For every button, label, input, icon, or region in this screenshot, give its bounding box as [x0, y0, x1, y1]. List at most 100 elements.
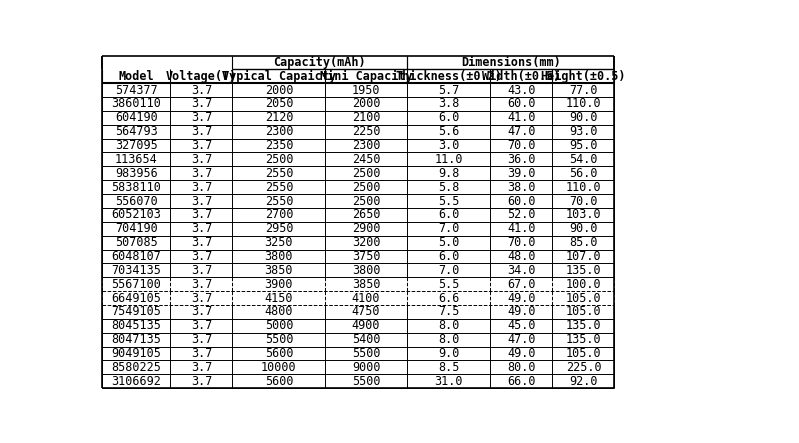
Text: 9.8: 9.8 [438, 167, 459, 180]
Text: 7.5: 7.5 [438, 305, 459, 319]
Text: 8.0: 8.0 [438, 319, 459, 332]
Text: 5500: 5500 [352, 375, 380, 388]
Text: 3.7: 3.7 [191, 361, 212, 374]
Text: 103.0: 103.0 [566, 208, 602, 222]
Text: 3.8: 3.8 [438, 97, 459, 110]
Text: Dimensions(mm): Dimensions(mm) [461, 56, 561, 69]
Text: 8.0: 8.0 [438, 333, 459, 346]
Text: 5.5: 5.5 [438, 278, 459, 291]
Text: 5400: 5400 [352, 333, 380, 346]
Text: 47.0: 47.0 [507, 125, 535, 138]
Text: 93.0: 93.0 [569, 125, 598, 138]
Text: 113654: 113654 [115, 153, 157, 166]
Text: Thickness(±0.2): Thickness(±0.2) [396, 70, 502, 83]
Text: 2120: 2120 [264, 111, 293, 124]
Text: 56.0: 56.0 [569, 167, 598, 180]
Text: 2950: 2950 [264, 222, 293, 235]
Text: 5500: 5500 [352, 347, 380, 360]
Text: 1950: 1950 [352, 84, 380, 97]
Text: 2550: 2550 [264, 167, 293, 180]
Text: 77.0: 77.0 [569, 84, 598, 97]
Text: 2250: 2250 [352, 125, 380, 138]
Text: 2900: 2900 [352, 222, 380, 235]
Text: 6649105: 6649105 [111, 291, 161, 304]
Text: 2500: 2500 [264, 153, 293, 166]
Text: 43.0: 43.0 [507, 84, 535, 97]
Text: 38.0: 38.0 [507, 181, 535, 194]
Text: 3.7: 3.7 [191, 111, 212, 124]
Text: 5500: 5500 [264, 333, 293, 346]
Text: 70.0: 70.0 [569, 194, 598, 207]
Text: 2700: 2700 [264, 208, 293, 222]
Text: 3250: 3250 [264, 236, 293, 249]
Text: 5.8: 5.8 [438, 181, 459, 194]
Text: 5838110: 5838110 [111, 181, 161, 194]
Text: 41.0: 41.0 [507, 111, 535, 124]
Text: 70.0: 70.0 [507, 236, 535, 249]
Text: 3.7: 3.7 [191, 153, 212, 166]
Text: 54.0: 54.0 [569, 153, 598, 166]
Text: 39.0: 39.0 [507, 167, 535, 180]
Text: 3.7: 3.7 [191, 208, 212, 222]
Text: 48.0: 48.0 [507, 250, 535, 263]
Text: 31.0: 31.0 [435, 375, 463, 388]
Text: 507085: 507085 [115, 236, 157, 249]
Text: 2450: 2450 [352, 153, 380, 166]
Text: 3.7: 3.7 [191, 222, 212, 235]
Text: 2550: 2550 [264, 181, 293, 194]
Text: 3200: 3200 [352, 236, 380, 249]
Text: 3.7: 3.7 [191, 305, 212, 319]
Text: 6.0: 6.0 [438, 111, 459, 124]
Text: 5.5: 5.5 [438, 194, 459, 207]
Text: 8580225: 8580225 [111, 361, 161, 374]
Text: Typical Capaicty: Typical Capaicty [222, 70, 336, 83]
Text: 110.0: 110.0 [566, 181, 602, 194]
Text: 5.6: 5.6 [438, 125, 459, 138]
Text: 3850: 3850 [352, 278, 380, 291]
Text: 9000: 9000 [352, 361, 380, 374]
Text: 2650: 2650 [352, 208, 380, 222]
Text: 4150: 4150 [264, 291, 293, 304]
Text: 3.7: 3.7 [191, 250, 212, 263]
Text: 3.7: 3.7 [191, 278, 212, 291]
Text: 2500: 2500 [352, 194, 380, 207]
Text: 2000: 2000 [352, 97, 380, 110]
Text: 60.0: 60.0 [507, 194, 535, 207]
Text: 5567100: 5567100 [111, 278, 161, 291]
Text: 7034135: 7034135 [111, 264, 161, 277]
Text: 3.7: 3.7 [191, 264, 212, 277]
Text: 41.0: 41.0 [507, 222, 535, 235]
Text: 36.0: 36.0 [507, 153, 535, 166]
Text: 3.7: 3.7 [191, 97, 212, 110]
Text: 60.0: 60.0 [507, 97, 535, 110]
Text: 327095: 327095 [115, 139, 157, 152]
Text: 3860110: 3860110 [111, 97, 161, 110]
Text: 49.0: 49.0 [507, 305, 535, 319]
Text: 6.0: 6.0 [438, 208, 459, 222]
Text: 135.0: 135.0 [566, 264, 602, 277]
Text: 5600: 5600 [264, 347, 293, 360]
Text: 3.7: 3.7 [191, 125, 212, 138]
Text: 3750: 3750 [352, 250, 380, 263]
Text: 7549105: 7549105 [111, 305, 161, 319]
Text: 11.0: 11.0 [435, 153, 463, 166]
Text: 47.0: 47.0 [507, 333, 535, 346]
Text: 6.6: 6.6 [438, 291, 459, 304]
Text: 49.0: 49.0 [507, 291, 535, 304]
Text: 5600: 5600 [264, 375, 293, 388]
Text: 3800: 3800 [352, 264, 380, 277]
Text: 7.0: 7.0 [438, 222, 459, 235]
Text: Capacity(mAh): Capacity(mAh) [273, 56, 366, 70]
Text: 225.0: 225.0 [566, 361, 602, 374]
Text: 2300: 2300 [352, 139, 380, 152]
Text: 3850: 3850 [264, 264, 293, 277]
Text: 8045135: 8045135 [111, 319, 161, 332]
Text: 90.0: 90.0 [569, 222, 598, 235]
Text: 2050: 2050 [264, 97, 293, 110]
Text: 564793: 564793 [115, 125, 157, 138]
Text: 3106692: 3106692 [111, 375, 161, 388]
Text: 5.0: 5.0 [438, 236, 459, 249]
Text: 3800: 3800 [264, 250, 293, 263]
Text: 105.0: 105.0 [566, 291, 602, 304]
Text: 10000: 10000 [261, 361, 296, 374]
